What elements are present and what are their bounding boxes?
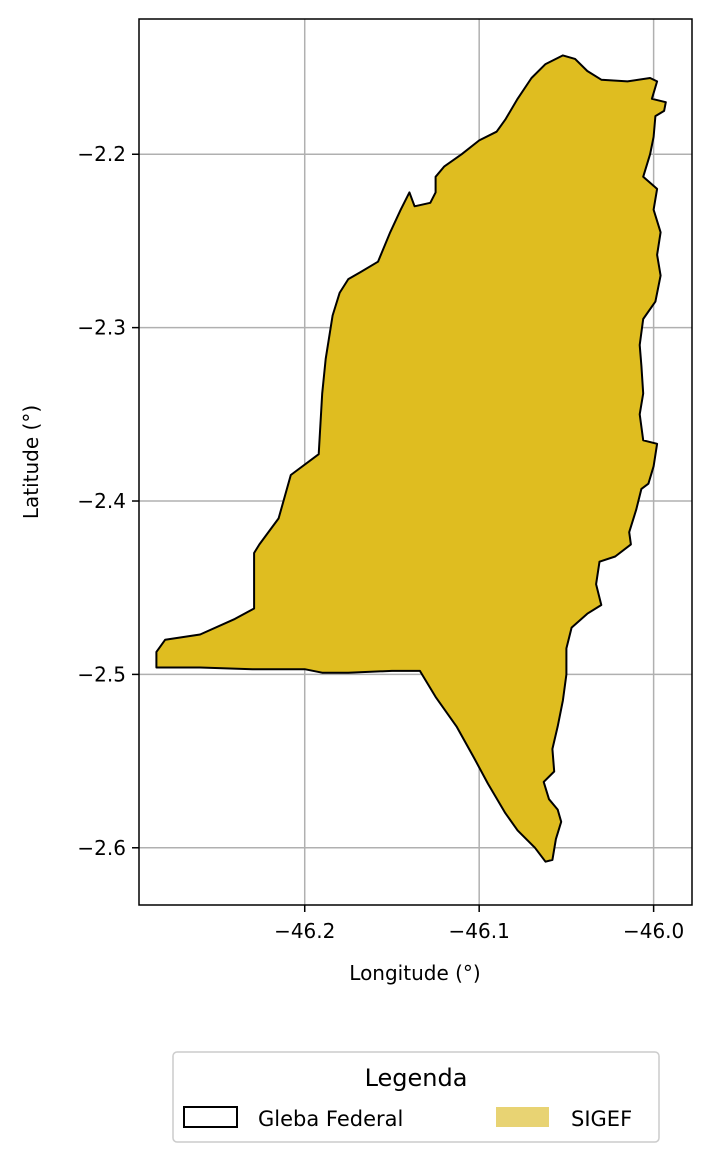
legend-title: Legenda xyxy=(365,1064,468,1092)
sigef-polygon xyxy=(155,54,667,863)
x-axis-label: Longitude (°) xyxy=(349,961,480,985)
y-tick-label: −2.2 xyxy=(77,142,126,166)
plot-frame xyxy=(138,18,693,906)
legend-label-gleba-federal: Gleba Federal xyxy=(258,1107,403,1131)
legend: Legenda Gleba Federal SIGEF xyxy=(172,1051,660,1143)
legend-swatch-sigef xyxy=(496,1107,549,1127)
x-tick-label: −46.0 xyxy=(623,919,684,943)
x-tick-label: −46.2 xyxy=(274,919,335,943)
y-axis-label: Latitude (°) xyxy=(19,405,43,519)
y-axis-ticks: −2.2 −2.3 −2.4 −2.5 −2.6 xyxy=(77,142,139,860)
y-tick-label: −2.4 xyxy=(77,489,126,513)
x-tick-label: −46.1 xyxy=(449,919,510,943)
polygon-layer xyxy=(155,54,667,863)
y-tick-label: −2.5 xyxy=(77,662,126,686)
legend-swatch-gleba-federal xyxy=(183,1106,238,1128)
legend-label-sigef: SIGEF xyxy=(571,1107,632,1131)
y-tick-label: −2.3 xyxy=(77,316,126,340)
x-axis-ticks: −46.2 −46.1 −46.0 xyxy=(274,905,684,943)
y-tick-label: −2.6 xyxy=(77,836,126,860)
